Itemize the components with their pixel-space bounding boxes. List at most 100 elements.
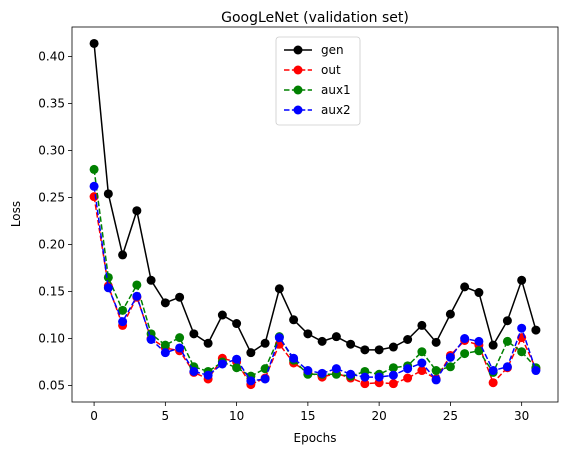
data-point-gen <box>488 340 498 350</box>
data-point-gen <box>531 325 541 335</box>
data-point-gen <box>160 298 170 308</box>
x-tick-label: 25 <box>443 409 458 423</box>
data-point-gen <box>274 284 284 294</box>
y-tick-label: 0.05 <box>38 379 65 393</box>
legend: gen out aux1 aux2 <box>275 36 361 126</box>
data-point-gen <box>403 335 413 344</box>
y-tick-label: 0.25 <box>38 191 65 205</box>
series-layer <box>89 38 541 390</box>
legend-label: aux1 <box>321 83 351 97</box>
legend-marker <box>293 45 303 55</box>
data-point-aux1 <box>431 366 441 376</box>
x-axis-label: Epochs <box>294 431 337 445</box>
data-point-gen <box>118 250 128 260</box>
legend-label: out <box>321 63 341 77</box>
data-point-aux1 <box>232 363 242 373</box>
y-tick-label: 0.15 <box>38 285 65 299</box>
data-point-aux2 <box>388 370 398 380</box>
data-point-aux2 <box>303 366 313 376</box>
y-tick-label: 0.30 <box>38 144 65 158</box>
data-point-aux1 <box>517 347 527 357</box>
x-tick-label: 20 <box>371 409 386 423</box>
data-point-gen <box>317 336 327 346</box>
data-point-gen <box>303 329 313 339</box>
data-point-aux2 <box>431 375 441 385</box>
y-axis-label: Loss <box>9 201 23 227</box>
axes-layer <box>71 26 559 403</box>
data-point-aux1 <box>118 305 128 315</box>
data-point-gen <box>431 337 441 347</box>
data-point-out <box>360 379 370 389</box>
x-tick-label: 30 <box>514 409 529 423</box>
legend-entry-gen: gen <box>284 43 344 57</box>
data-point-aux2 <box>103 283 113 293</box>
data-point-gen <box>374 345 384 355</box>
data-point-gen <box>203 338 213 348</box>
data-point-aux2 <box>531 366 541 376</box>
y-tick-label: 0.20 <box>38 238 65 252</box>
data-point-aux2 <box>403 364 413 374</box>
series-aux2 <box>89 181 541 386</box>
legend-label: gen <box>321 43 344 57</box>
data-point-aux1 <box>388 363 398 373</box>
data-point-gen <box>460 282 470 292</box>
legend-entry-aux1: aux1 <box>284 83 351 97</box>
data-point-aux1 <box>445 362 455 372</box>
data-point-aux2 <box>502 362 512 372</box>
data-point-gen <box>474 288 484 298</box>
data-point-aux2 <box>118 317 128 327</box>
y-tick-label: 0.35 <box>38 97 65 111</box>
data-point-aux1 <box>175 333 185 343</box>
data-point-gen <box>132 206 142 216</box>
data-point-aux2 <box>217 359 227 369</box>
chart-title: GoogLeNet (validation set) <box>221 10 409 26</box>
data-point-aux2 <box>232 354 242 364</box>
data-point-aux1 <box>160 340 170 350</box>
legend-marker <box>293 65 303 75</box>
data-point-gen <box>232 319 242 329</box>
x-tick-label: 0 <box>90 409 98 423</box>
data-point-aux2 <box>246 376 256 386</box>
data-point-gen <box>260 338 270 348</box>
data-point-aux1 <box>103 272 113 282</box>
data-point-aux1 <box>460 349 470 359</box>
data-point-gen <box>146 275 156 285</box>
data-point-aux2 <box>89 181 99 191</box>
data-point-out <box>417 366 427 376</box>
legend-entry-aux2: aux2 <box>284 103 351 117</box>
y-tick-label: 0.10 <box>38 332 65 346</box>
data-point-gen <box>346 339 356 349</box>
legend-box <box>275 36 361 126</box>
data-point-gen <box>445 309 455 319</box>
x-tick-label: 15 <box>300 409 315 423</box>
data-point-aux2 <box>474 336 484 346</box>
data-point-aux2 <box>132 291 142 301</box>
y-tick-label: 0.40 <box>38 50 65 64</box>
data-point-aux2 <box>317 368 327 378</box>
data-point-aux2 <box>517 323 527 333</box>
data-point-gen <box>502 316 512 326</box>
data-point-out <box>488 378 498 388</box>
data-point-aux2 <box>160 348 170 358</box>
plot-frame <box>71 26 559 403</box>
legend-label: aux2 <box>321 103 351 117</box>
data-point-aux2 <box>360 372 370 382</box>
data-point-aux2 <box>460 334 470 344</box>
data-point-aux2 <box>146 335 156 344</box>
data-point-aux1 <box>417 347 427 357</box>
data-point-gen <box>189 329 199 339</box>
data-point-aux2 <box>331 364 341 374</box>
series-gen <box>89 38 541 358</box>
data-point-gen <box>246 348 256 358</box>
x-tick-label: 5 <box>162 409 170 423</box>
data-point-gen <box>417 320 427 330</box>
series-line-aux2 <box>93 186 537 382</box>
x-tick-label: 10 <box>229 409 244 423</box>
data-point-aux2 <box>260 374 270 384</box>
data-point-gen <box>289 315 299 325</box>
data-point-aux1 <box>89 164 99 174</box>
data-point-aux2 <box>274 333 284 343</box>
data-point-gen <box>89 38 99 48</box>
legend-marker <box>293 105 303 115</box>
